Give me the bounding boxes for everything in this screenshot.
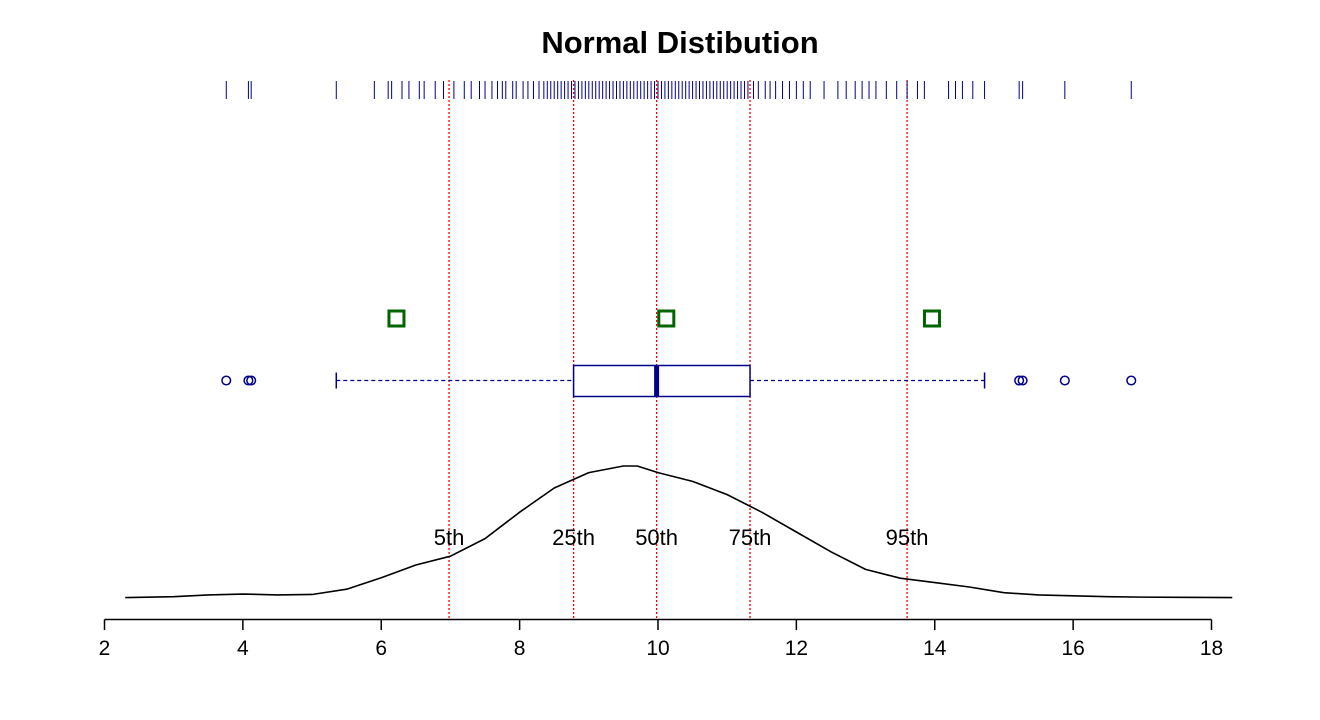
- percentile-label: 95th: [886, 525, 929, 550]
- rug-plot: [225, 81, 1132, 99]
- chart-title: Normal Distibution: [541, 25, 818, 60]
- outlier-point: [1059, 375, 1070, 386]
- outlier-point: [221, 375, 232, 386]
- outlier-point: [246, 375, 257, 386]
- x-tick-label: 4: [237, 637, 249, 660]
- percentile-label: 5th: [434, 525, 465, 550]
- x-tick-label: 8: [514, 637, 526, 660]
- x-tick-label: 18: [1200, 637, 1223, 660]
- outlier-point: [1017, 375, 1028, 386]
- x-tick-label: 14: [923, 637, 947, 660]
- square-marker: [922, 309, 941, 328]
- percentile-label: 25th: [552, 525, 595, 550]
- outlier-point: [1014, 375, 1025, 386]
- square-marker: [387, 309, 406, 328]
- boxplot: [221, 364, 1137, 398]
- percentile-labels: 5th 25th 50th 75th 95th: [434, 525, 929, 550]
- percentile-label: 75th: [729, 525, 772, 550]
- density-curve: [125, 465, 1233, 599]
- square-marker: [657, 309, 676, 328]
- outlier-point: [1126, 375, 1137, 386]
- outlier-point: [243, 375, 254, 386]
- percentile-lines: [448, 80, 908, 620]
- x-tick-label: 16: [1061, 637, 1084, 660]
- percentile-label: 50th: [635, 525, 678, 550]
- x-axis: 2 4 6 8 10 12 14 16 18: [99, 618, 1223, 660]
- box-iqr: [572, 364, 751, 398]
- x-tick-label: 6: [375, 637, 387, 660]
- x-tick-label: 2: [99, 637, 111, 660]
- x-tick-label: 10: [646, 637, 669, 660]
- x-tick-label: 12: [785, 637, 808, 660]
- square-markers: [387, 309, 941, 328]
- density-curve-group: [125, 465, 1233, 599]
